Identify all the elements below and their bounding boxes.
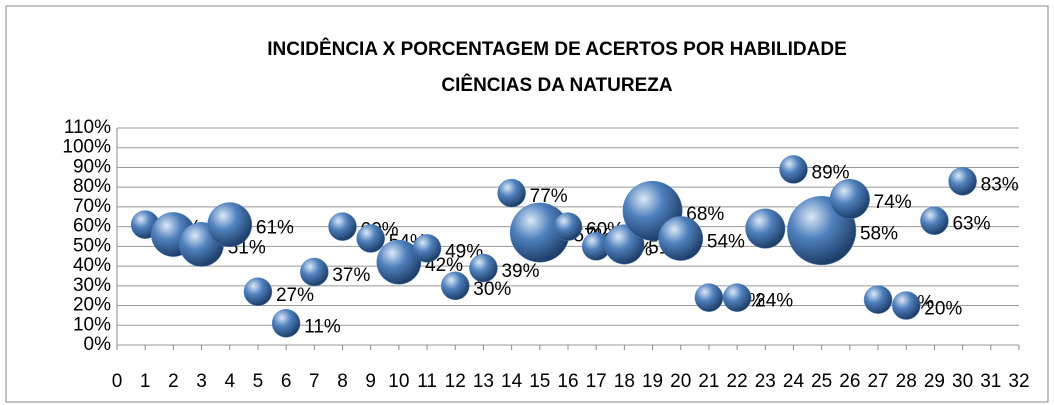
data-label: 49% bbox=[445, 241, 483, 262]
data-label: 27% bbox=[276, 285, 314, 306]
bubble bbox=[829, 178, 870, 220]
y-tick-label: 30% bbox=[73, 275, 111, 296]
y-tick-label: 80% bbox=[73, 176, 111, 197]
y-tick-label: 10% bbox=[73, 314, 111, 335]
x-tick-label: 0 bbox=[112, 371, 123, 392]
y-tick-label: 70% bbox=[73, 196, 111, 217]
x-tick-label: 6 bbox=[281, 371, 292, 392]
x-tick-label: 26 bbox=[839, 371, 860, 392]
x-tick-label: 13 bbox=[473, 371, 494, 392]
x-tick-label: 12 bbox=[445, 371, 466, 392]
x-tick-label: 3 bbox=[196, 371, 207, 392]
data-label: 24% bbox=[755, 291, 793, 312]
bubble bbox=[863, 285, 893, 314]
bubble bbox=[207, 202, 253, 248]
bubble bbox=[694, 283, 724, 312]
data-label: 20% bbox=[924, 299, 962, 320]
y-tick-label: 100% bbox=[62, 137, 111, 158]
data-label: 58% bbox=[860, 224, 898, 245]
x-tick-label: 22 bbox=[727, 371, 748, 392]
bubble bbox=[658, 216, 704, 261]
x-tick-label: 28 bbox=[896, 371, 917, 392]
data-label: 30% bbox=[473, 279, 511, 300]
chart-title: INCIDÊNCIA X PORCENTAGEM DE ACERTOS POR … bbox=[267, 38, 847, 60]
y-tick-label: 40% bbox=[73, 255, 111, 276]
data-label: 68% bbox=[686, 204, 724, 225]
x-tick-label: 15 bbox=[529, 371, 550, 392]
x-tick-label: 25 bbox=[811, 371, 832, 392]
bubble bbox=[356, 224, 385, 253]
y-tick-label: 60% bbox=[73, 216, 111, 237]
bubble bbox=[779, 155, 808, 184]
bubble bbox=[300, 257, 329, 287]
y-tick-label: 50% bbox=[73, 235, 111, 256]
bubble bbox=[745, 208, 786, 249]
chart-border bbox=[5, 5, 1049, 403]
data-label: 61% bbox=[256, 218, 294, 239]
bubble bbox=[376, 239, 422, 285]
bubble bbox=[469, 253, 498, 283]
bubble bbox=[412, 234, 442, 263]
data-label: 39% bbox=[501, 261, 539, 282]
data-label: 89% bbox=[812, 162, 850, 183]
chart-subtitle: CIÊNCIAS DA NATUREZA bbox=[441, 74, 672, 96]
bubble bbox=[497, 178, 526, 208]
bubble bbox=[892, 291, 921, 320]
bubble bbox=[328, 212, 357, 241]
x-tick-label: 21 bbox=[698, 371, 719, 392]
x-tick-label: 2 bbox=[168, 371, 179, 392]
data-label: 77% bbox=[530, 186, 568, 207]
data-label: 54% bbox=[707, 231, 745, 252]
y-tick-label: 20% bbox=[73, 295, 111, 316]
x-tick-label: 11 bbox=[417, 371, 437, 392]
x-tick-label: 1 bbox=[140, 371, 151, 392]
y-tick-label: 110% bbox=[64, 117, 111, 138]
bubble bbox=[722, 283, 752, 312]
x-tick-label: 9 bbox=[365, 371, 376, 392]
x-tick-label: 16 bbox=[557, 371, 578, 392]
x-tick-label: 30 bbox=[952, 371, 973, 392]
x-tick-label: 5 bbox=[253, 371, 264, 392]
bubble bbox=[271, 309, 301, 338]
x-tick-label: 14 bbox=[501, 371, 523, 392]
x-tick-label: 27 bbox=[867, 371, 888, 392]
x-tick-label: 31 bbox=[980, 371, 1001, 392]
bubble bbox=[441, 271, 470, 301]
x-tick-label: 20 bbox=[670, 371, 691, 392]
x-tick-label: 18 bbox=[614, 371, 635, 392]
x-tick-label: 4 bbox=[224, 371, 235, 392]
data-label: 83% bbox=[981, 174, 1019, 195]
data-label: 11% bbox=[304, 316, 341, 337]
bubble bbox=[920, 206, 949, 235]
x-tick-label: 8 bbox=[337, 371, 348, 392]
x-tick-label: 19 bbox=[642, 371, 663, 392]
data-label: 63% bbox=[952, 214, 990, 235]
bubble bbox=[948, 167, 977, 196]
data-label: 74% bbox=[874, 192, 912, 213]
x-tick-label: 32 bbox=[1008, 371, 1029, 392]
y-tick-label: 90% bbox=[73, 156, 111, 177]
data-label: 37% bbox=[332, 265, 370, 286]
bubble bbox=[243, 277, 273, 306]
x-tick-label: 7 bbox=[309, 371, 320, 392]
x-tick-label: 10 bbox=[388, 371, 409, 392]
x-tick-label: 23 bbox=[755, 371, 776, 392]
x-tick-label: 29 bbox=[924, 371, 945, 392]
x-tick-label: 17 bbox=[586, 371, 607, 392]
x-tick-label: 24 bbox=[783, 371, 805, 392]
y-tick-label: 0% bbox=[84, 334, 112, 355]
bubble bbox=[553, 212, 583, 241]
